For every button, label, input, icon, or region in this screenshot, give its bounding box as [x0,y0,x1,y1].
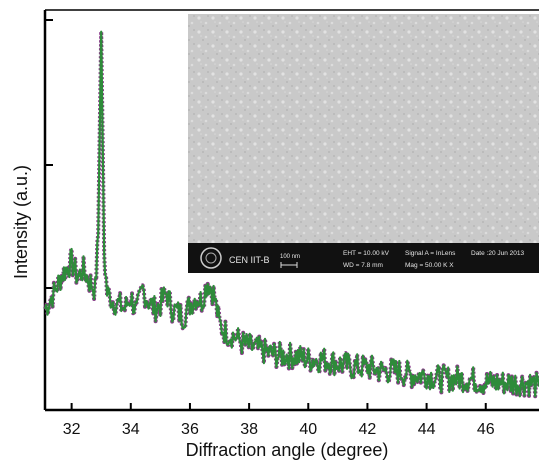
x-tick-label: 32 [63,421,81,438]
x-tick-label: 38 [240,421,258,438]
iitb-logo-inner [205,252,217,264]
x-tick-label: 44 [418,421,436,438]
sem-footer-bar [188,243,539,273]
xrd-trace [43,30,539,398]
sem-inset: CEN IIT-B 100 nm EHT = 10.00 kV WD = 7.8… [188,14,539,273]
iitb-logo-icon [200,247,222,269]
sem-eht: EHT = 10.00 kV [343,250,390,257]
sem-date: Date :20 Jun 2013 [471,250,525,257]
x-tick-label: 46 [477,421,495,438]
sem-signal: Signal A = InLens [405,250,456,257]
x-tick-label: 42 [359,421,377,438]
sem-scale-label: 100 nm [280,254,300,260]
x-axis-title: Diffraction angle (degree) [186,440,389,460]
x-tick-label: 36 [181,421,199,438]
sem-micrograph [188,14,539,243]
x-tick-label: 40 [299,421,317,438]
x-tick-label: 34 [122,421,140,438]
x-ticks: 32 34 36 38 40 42 44 46 [63,403,495,438]
sem-wd: WD = 7.8 mm [343,262,383,269]
y-axis-title: Intensity (a.u.) [11,165,31,279]
sem-lab: CEN IIT-B [229,255,270,265]
sem-mag: Mag = 50.00 K X [405,262,454,269]
